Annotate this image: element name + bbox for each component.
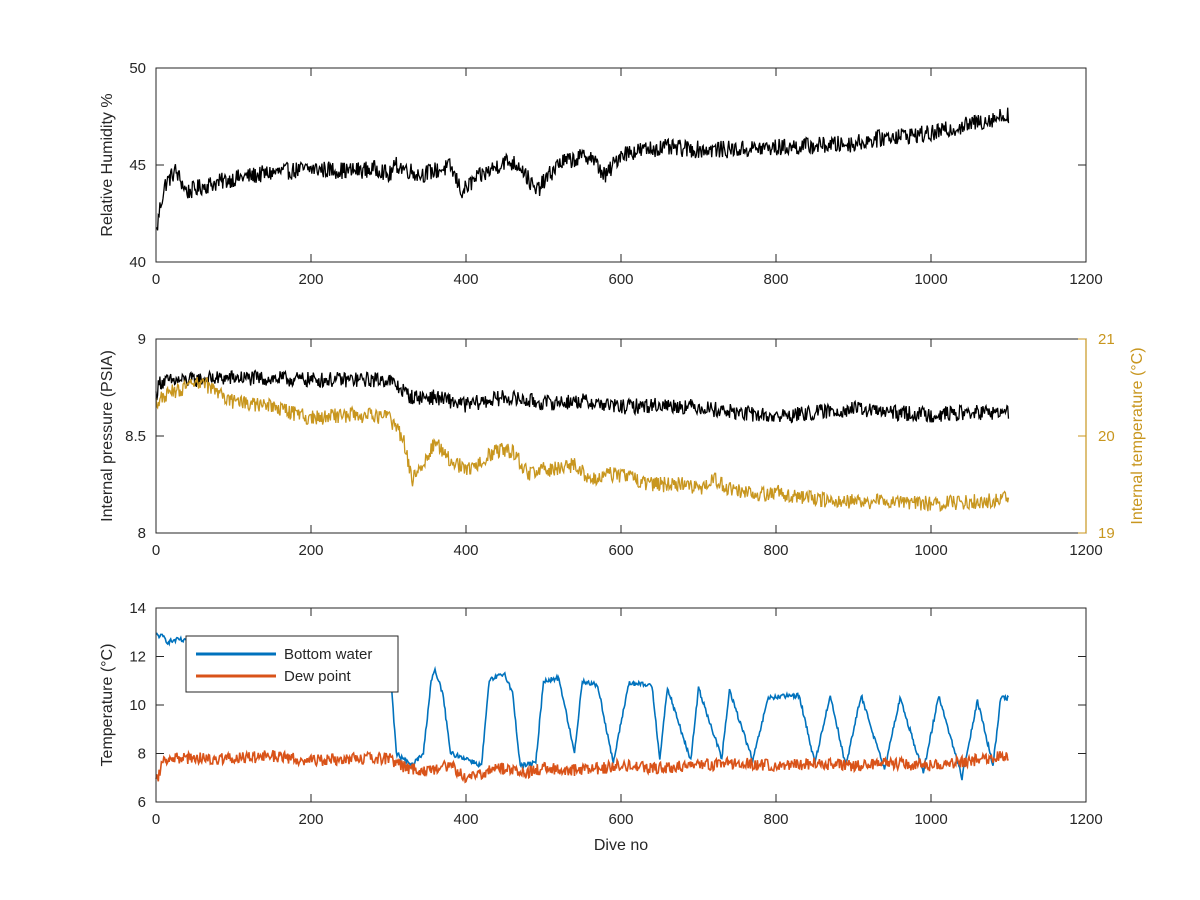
series-line-dew-point [155, 749, 1009, 784]
x-tick-label: 400 [453, 811, 478, 828]
x-tick-label: 1200 [1069, 271, 1102, 288]
humidity-panel: 0 200 400 600 800 1000 1200 40 45 50 Relative Humi… [99, 60, 1103, 288]
y-tick-label: 8 [138, 525, 146, 542]
y-tick-label: 10 [129, 697, 146, 714]
y2-tick-label: 19 [1098, 525, 1115, 542]
axes-box [155, 67, 1087, 263]
y2-tick-label: 21 [1098, 331, 1115, 348]
x-tick-label: 0 [152, 271, 160, 288]
y-tick-label: 50 [129, 60, 146, 77]
legend-label: Bottom water [284, 646, 372, 663]
series-line-0 [156, 107, 1010, 231]
x-tick-label: 800 [763, 811, 788, 828]
x-tick-label: 1200 [1069, 542, 1102, 559]
y-tick-label: 40 [129, 254, 146, 271]
x-tick-label: 1000 [914, 542, 947, 559]
y-axis-label: Temperature (°C) [99, 644, 116, 767]
x-tick-label: 800 [763, 271, 788, 288]
x-tick-label: 800 [763, 542, 788, 559]
x-tick-label: 600 [608, 542, 633, 559]
x-tick-label: 400 [453, 542, 478, 559]
legend-box [185, 635, 399, 693]
x-tick-label: 200 [298, 271, 323, 288]
y-tick-label: 9 [138, 331, 146, 348]
x-tick-label: 600 [608, 811, 633, 828]
series-line-0 [155, 369, 1010, 424]
x-tick-label: 400 [453, 271, 478, 288]
x-tick-label: 0 [152, 811, 160, 828]
y2-tick-label: 20 [1098, 428, 1115, 445]
x-axis-label: Dive no [594, 837, 648, 854]
y-tick-label: 8.5 [125, 428, 146, 445]
legend: Bottom water Dew point [185, 635, 399, 693]
y-axis-label: Relative Humidity % [99, 93, 116, 236]
y-tick-label: 12 [129, 649, 146, 666]
series-line-1 [155, 376, 1010, 513]
x-tick-label: 1200 [1069, 811, 1102, 828]
y-tick-label: 45 [129, 157, 146, 174]
y-tick-label: 14 [129, 600, 146, 617]
y-tick-label: 8 [138, 746, 146, 763]
y-tick-label: 6 [138, 794, 146, 811]
temperature-panel: 0 200 400 600 800 1000 1200 6 8 10 12 14 Temperature… [99, 600, 1103, 854]
y-axis-label: Internal pressure (PSIA) [99, 350, 116, 522]
x-tick-label: 600 [608, 271, 633, 288]
x-tick-label: 1000 [914, 271, 947, 288]
x-tick-label: 0 [152, 542, 160, 559]
x-tick-label: 200 [298, 811, 323, 828]
pressure-temperature-panel: 0 200 400 600 800 1000 1200 8 8.5 9 19 20 21 Internal… [99, 331, 1146, 559]
y2-axis-label: Internal temperature (°C) [1129, 347, 1146, 524]
x-tick-label: 1000 [914, 811, 947, 828]
legend-label: Dew point [284, 668, 352, 685]
x-tick-label: 200 [298, 542, 323, 559]
